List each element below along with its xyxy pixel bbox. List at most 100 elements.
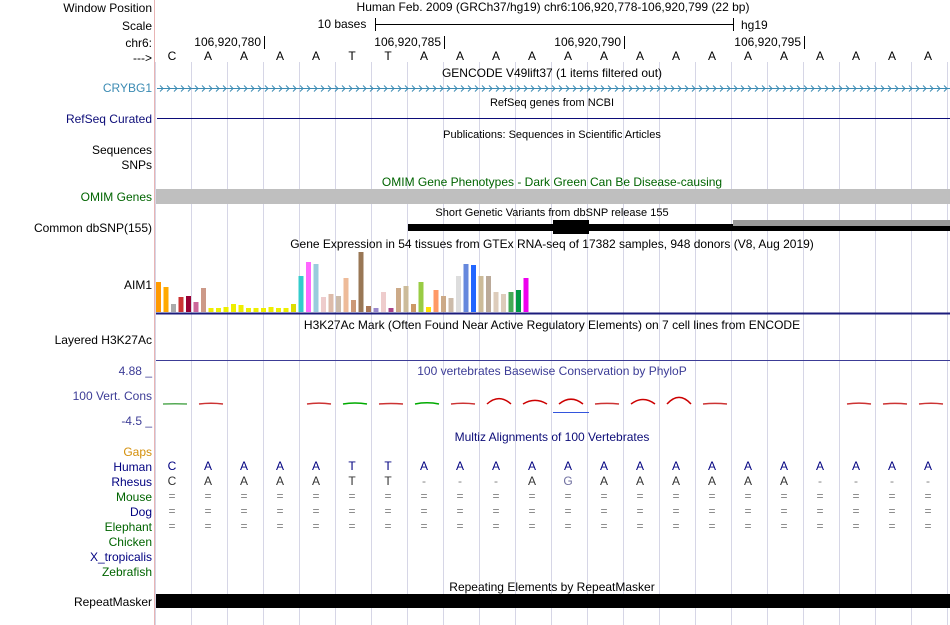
- gencode-strand-chevron: [908, 85, 913, 92]
- gencode-strand-chevron: [460, 85, 465, 92]
- gencode-strand-chevron: [845, 85, 850, 92]
- phylop-score-mark: [630, 398, 656, 405]
- gencode-strand-chevron: [747, 85, 752, 92]
- species-label[interactable]: Elephant: [104, 520, 152, 534]
- label-repeatmasker[interactable]: RepeatMasker: [73, 595, 152, 609]
- gencode-strand-chevron: [915, 85, 920, 92]
- gencode-strand-chevron: [397, 85, 402, 92]
- gtex-tissue-bar: [163, 287, 169, 312]
- label-scale[interactable]: Scale: [121, 19, 152, 33]
- gtex-tissue-bar: [501, 294, 506, 312]
- gencode-strand-chevron: [446, 85, 451, 92]
- gencode-transcript: [157, 85, 950, 92]
- gencode-strand-chevron: [313, 85, 318, 92]
- gtex-tissue-bar: [178, 297, 184, 312]
- gtex-tissue-bar: [373, 308, 379, 312]
- label-refseq[interactable]: RefSeq Curated: [65, 112, 152, 126]
- gencode-strand-chevron: [432, 85, 437, 92]
- phylop-score-mark: [522, 399, 548, 405]
- label-chr[interactable]: chr6:: [125, 36, 152, 50]
- species-label[interactable]: X_tropicalis: [89, 550, 152, 564]
- label-phylop[interactable]: 100 Vert. Cons: [72, 389, 152, 403]
- gencode-strand-chevron: [425, 85, 430, 92]
- gtex-tissue-bar: [343, 278, 349, 312]
- gencode-strand-chevron: [852, 85, 857, 92]
- gtex-tissue-bar: [171, 304, 176, 312]
- species-label[interactable]: Human: [113, 460, 152, 474]
- gencode-strand-chevron: [334, 85, 339, 92]
- label-strand-arrow[interactable]: --->: [133, 51, 152, 65]
- label-dbsnp[interactable]: Common dbSNP(155): [33, 221, 152, 235]
- gtex-tissue-bar: [321, 297, 326, 312]
- gencode-strand-chevron: [362, 85, 367, 92]
- gencode-strand-chevron: [285, 85, 290, 92]
- gtex-tissue-bar: [433, 290, 439, 312]
- gtex-tissue-bar: [486, 276, 491, 312]
- gencode-strand-chevron: [166, 85, 171, 92]
- phylop-score-mark: [558, 398, 584, 405]
- label-snps[interactable]: SNPs: [121, 158, 152, 172]
- gencode-strand-chevron: [348, 85, 353, 92]
- gencode-strand-chevron: [719, 85, 724, 92]
- gtex-tissue-bar: [396, 288, 401, 312]
- phylop-score-mark: [918, 402, 944, 405]
- label-omim[interactable]: OMIM Genes: [80, 190, 152, 204]
- species-label[interactable]: Mouse: [115, 490, 152, 504]
- gencode-strand-chevron: [572, 85, 577, 92]
- phylop-score-mark: [594, 402, 620, 405]
- repeatmasker-element-bar: [156, 594, 950, 608]
- species-label[interactable]: Rhesus: [111, 475, 152, 489]
- species-label[interactable]: Zebrafish: [101, 565, 152, 579]
- gencode-strand-chevron: [894, 85, 899, 92]
- gtex-tissue-bar: [516, 290, 521, 312]
- label-gaps[interactable]: Gaps: [123, 445, 152, 459]
- gtex-tissue-bar: [283, 308, 289, 312]
- gencode-strand-chevron: [369, 85, 374, 92]
- species-label[interactable]: Chicken: [108, 535, 152, 549]
- gencode-strand-chevron: [635, 85, 640, 92]
- label-h3k27ac[interactable]: Layered H3K27Ac: [54, 333, 152, 347]
- species-label[interactable]: Dog: [129, 505, 152, 519]
- gencode-strand-chevron: [159, 85, 164, 92]
- gencode-strand-chevron: [691, 85, 696, 92]
- gencode-strand-chevron: [579, 85, 584, 92]
- label-window-position[interactable]: Window Position: [63, 1, 152, 15]
- gencode-strand-chevron: [936, 85, 941, 92]
- gtex-tissue-bar: [193, 302, 199, 312]
- gtex-tissue-bar: [231, 304, 236, 312]
- gtex-tissue-bar: [388, 308, 394, 312]
- gencode-strand-chevron: [733, 85, 738, 92]
- gencode-strand-chevron: [558, 85, 563, 92]
- phylop-score-mark: [342, 402, 368, 405]
- gtex-tissue-bar: [313, 264, 319, 312]
- gencode-strand-chevron: [761, 85, 766, 92]
- label-sequences[interactable]: Sequences: [91, 143, 152, 157]
- gtex-tissue-bar: [358, 252, 364, 312]
- gencode-strand-chevron: [509, 85, 514, 92]
- gencode-strand-chevron: [257, 85, 262, 92]
- gtex-tissue-bar: [223, 307, 229, 312]
- gtex-tissue-bar: [276, 308, 281, 312]
- gencode-strand-chevron: [306, 85, 311, 92]
- gtex-tissue-bar: [508, 292, 514, 312]
- gtex-tissue-bar: [426, 307, 431, 312]
- gtex-bar-chart: [156, 252, 529, 312]
- gencode-strand-chevron: [943, 85, 948, 92]
- gencode-strand-chevron: [705, 85, 710, 92]
- gtex-tissue-bar: [448, 298, 454, 312]
- gencode-strand-chevron: [803, 85, 808, 92]
- gtex-tissue-bar: [298, 276, 304, 312]
- label-crybg1[interactable]: CRYBG1: [102, 81, 152, 95]
- gencode-strand-chevron: [278, 85, 283, 92]
- gencode-strand-chevron: [859, 85, 864, 92]
- gencode-strand-chevron: [439, 85, 444, 92]
- gencode-strand-chevron: [831, 85, 836, 92]
- gencode-strand-chevron: [663, 85, 668, 92]
- gtex-tissue-bar: [456, 276, 461, 312]
- gencode-strand-chevron: [838, 85, 843, 92]
- label-aim1[interactable]: AIM1: [123, 278, 152, 292]
- gencode-strand-chevron: [250, 85, 255, 92]
- gtex-tissue-bar: [253, 308, 259, 312]
- gencode-strand-chevron: [824, 85, 829, 92]
